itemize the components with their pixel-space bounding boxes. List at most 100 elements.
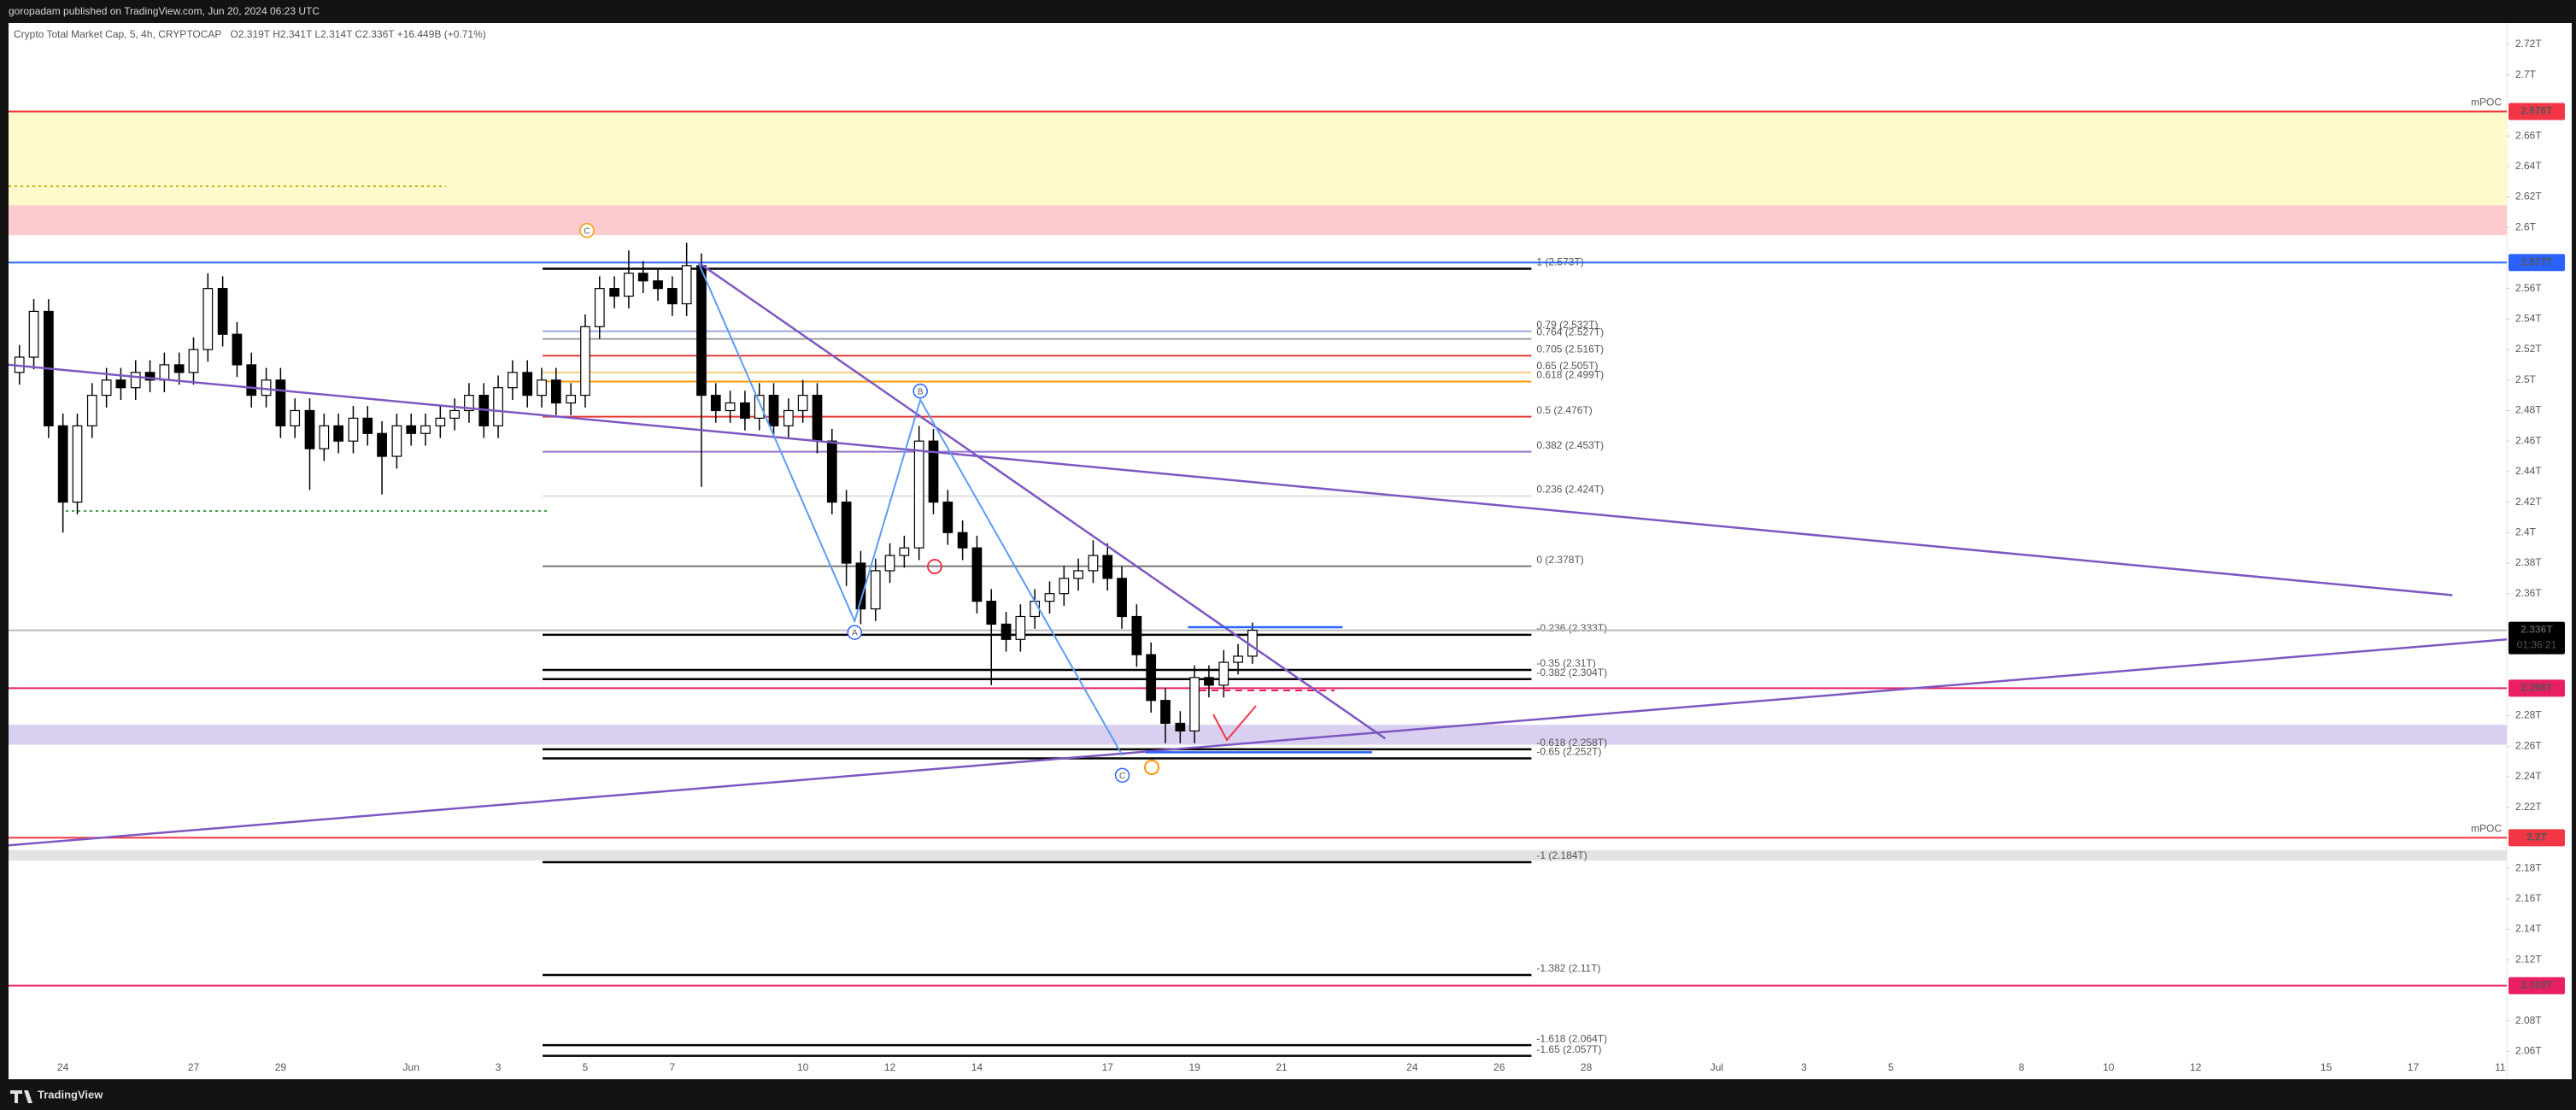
zone [9,109,2507,206]
candle-body [522,372,533,396]
candle-body [594,288,605,327]
candle-body [28,310,39,358]
trendline [8,363,2453,596]
candle-body [449,409,461,420]
y-tick-label: 2.14T [2515,923,2542,935]
countdown: 01:36:21 [2517,639,2557,651]
zone [9,849,2507,861]
x-tick-label: Jun [403,1061,420,1073]
y-tick-label: 2.28T [2515,709,2542,721]
candle-body [362,417,373,434]
brand-logo [10,1090,32,1103]
candle-body [1030,601,1041,618]
candle-body [928,440,939,503]
publisher: goropadam published on TradingView.com, … [9,5,320,17]
x-tick-label: 21 [1276,1061,1288,1073]
fib-label: -1.65 (2.057T) [1536,1043,1601,1055]
x-tick-label: 24 [1406,1061,1418,1073]
fib-label: -1.618 (2.064T) [1536,1032,1607,1044]
candle-body [566,395,577,404]
price-label-box [2509,103,2565,120]
price-label: 2.577T [2520,255,2553,267]
price-label-box [2509,254,2565,272]
y-tick-label: 2.36T [2515,587,2542,599]
candle-body [1015,615,1026,640]
candle-body [406,425,417,434]
candle-body [57,425,68,503]
zone [9,205,2507,236]
candle-body [464,395,474,412]
fib-label: -0.35 (2.31T) [1536,657,1595,669]
wave-label: C [1119,772,1125,781]
candle-body [1233,655,1243,663]
candle-body [348,417,359,442]
x-tick-label: 12 [2190,1061,2202,1073]
axes: 2.72T 2.7T 2.66T 2.64T 2.62T 2.6T 2.56T 2.54T 2.… [57,38,2565,1073]
levels: 1 (2.573T)0.79 (2.532T)0.764 (2.527T)0.7… [9,110,2507,1057]
trendline [8,638,2508,847]
candle-body [101,379,112,396]
wave-path [697,261,1124,756]
candle-body [319,425,330,449]
fib-label: 0.382 (2.453T) [1536,439,1604,451]
y-tick-label: 2.48T [2515,404,2542,416]
candle-body [1189,677,1200,732]
candle-body [1160,700,1171,725]
wave-label: C [584,226,590,236]
y-tick-label: 2.7T [2515,68,2537,80]
candle-body [637,273,648,282]
y-tick-label: 2.42T [2515,496,2542,508]
candle-body [696,265,707,396]
candle-body [797,395,808,412]
candle-body [754,395,765,420]
candle-body [493,387,503,426]
drawings: C A B C [8,185,2508,847]
candle-body [159,364,170,381]
candle-body [812,395,823,442]
mpoc-label: mPOC [2471,97,2502,109]
candle-body [609,288,619,297]
ohlc: O2.319T H2.341T L2.314T C2.336T +16.449B… [230,28,485,40]
fib-label: -1.382 (2.11T) [1536,962,1600,974]
y-tick-label: 2.62T [2515,191,2542,203]
candle-body [304,409,315,449]
candle-body [1059,578,1070,595]
price-label-box [2509,977,2565,995]
trendline [697,261,1386,740]
x-tick-label: 10 [2103,1061,2115,1073]
y-tick-label: 2.66T [2515,129,2542,141]
x-tick-label: 26 [1493,1061,1505,1073]
x-tick-label: Jul [1710,1061,1723,1073]
candle-body [580,326,590,396]
fib-label: 0.5 (2.476T) [1536,404,1592,416]
candle-body [666,288,678,305]
y-tick-label: 2.38T [2515,556,2542,568]
x-tick-label: 15 [2321,1061,2332,1073]
candle-body [1131,615,1142,655]
fib-label: 0.618 (2.499T) [1536,369,1604,381]
candle-body [1117,578,1127,618]
fib-label: -0.65 (2.252T) [1536,746,1601,758]
brand: TradingView [38,1088,103,1101]
wave-circle [847,625,863,640]
y-tick-label: 2.46T [2515,434,2542,446]
zone [9,725,2507,745]
top-bar [0,0,2576,23]
candle-body [884,555,895,572]
y-tick-label: 2.64T [2515,160,2542,172]
wave-label: B [918,387,924,396]
candle-body [188,349,199,373]
chart-title: Crypto Total Market Cap, 5, 4h, CRYPTOCA… [14,28,221,40]
candle-body [971,547,983,602]
candle-body [1000,623,1012,640]
fib-label: 0 (2.378T) [1536,554,1583,566]
candle-body [725,402,736,412]
candle-body [1146,654,1157,702]
candle-body [1204,677,1214,686]
candle-body [115,379,126,389]
x-tick-label: 3 [496,1061,502,1073]
x-tick-label: 10 [797,1061,809,1073]
candle-body [537,379,547,396]
